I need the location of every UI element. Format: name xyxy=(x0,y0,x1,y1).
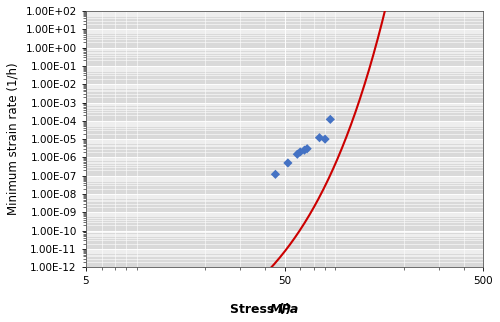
Point xyxy=(272,172,280,177)
Text: ): ) xyxy=(284,303,290,316)
Point xyxy=(284,160,292,166)
Point xyxy=(316,135,324,140)
Point xyxy=(326,117,334,122)
Y-axis label: Minimum strain rate (1/h): Minimum strain rate (1/h) xyxy=(7,63,20,215)
Point xyxy=(303,146,311,151)
Text: MPa: MPa xyxy=(270,303,299,316)
Text: Stress (: Stress ( xyxy=(230,303,284,316)
Point xyxy=(294,152,302,157)
Point xyxy=(300,147,308,153)
Point xyxy=(321,137,329,142)
Point xyxy=(296,149,304,155)
